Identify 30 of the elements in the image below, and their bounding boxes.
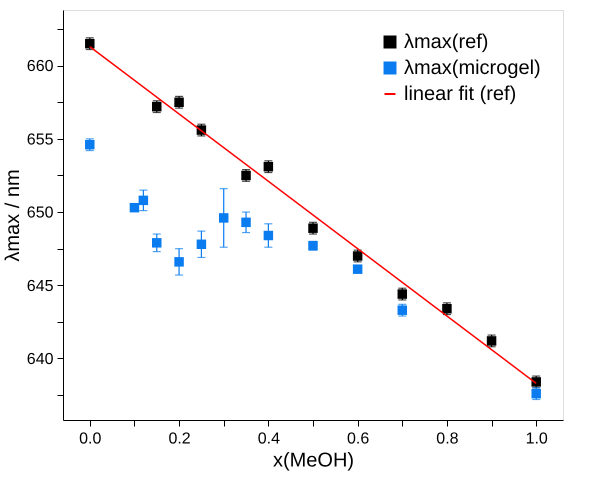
y-axis-title: λmax / nm bbox=[2, 169, 24, 262]
point bbox=[152, 238, 162, 248]
y-tick-label: 660 bbox=[26, 58, 54, 76]
point bbox=[264, 230, 274, 240]
legend-label: λmax(ref) bbox=[404, 31, 488, 53]
legend-label: λmax(microgel) bbox=[404, 57, 541, 79]
legend-label: linear fit (ref) bbox=[404, 83, 516, 105]
y-tick-label: 640 bbox=[26, 351, 54, 368]
point bbox=[241, 218, 251, 228]
y-tick-label: 645 bbox=[26, 278, 54, 295]
x-tick-label: 0.8 bbox=[436, 430, 459, 448]
point bbox=[138, 196, 148, 206]
point bbox=[85, 140, 95, 150]
point bbox=[174, 98, 184, 107]
point bbox=[308, 223, 318, 233]
x-tick-label: 0.6 bbox=[347, 430, 370, 448]
x-tick-label: 1.0 bbox=[526, 430, 548, 448]
x-tick-label: 0.2 bbox=[168, 430, 191, 448]
point bbox=[218, 213, 228, 223]
point bbox=[130, 202, 140, 212]
point bbox=[174, 257, 184, 267]
x-tick-label: 0.0 bbox=[79, 430, 102, 448]
point bbox=[352, 264, 362, 274]
y-tick-label: 650 bbox=[26, 204, 54, 222]
point bbox=[196, 240, 206, 250]
point bbox=[152, 102, 162, 112]
point bbox=[85, 38, 95, 48]
x-tick-label: 0.4 bbox=[258, 430, 280, 448]
x-axis-title: x(MeOH) bbox=[272, 450, 354, 472]
y-tick-label: 655 bbox=[26, 131, 54, 148]
